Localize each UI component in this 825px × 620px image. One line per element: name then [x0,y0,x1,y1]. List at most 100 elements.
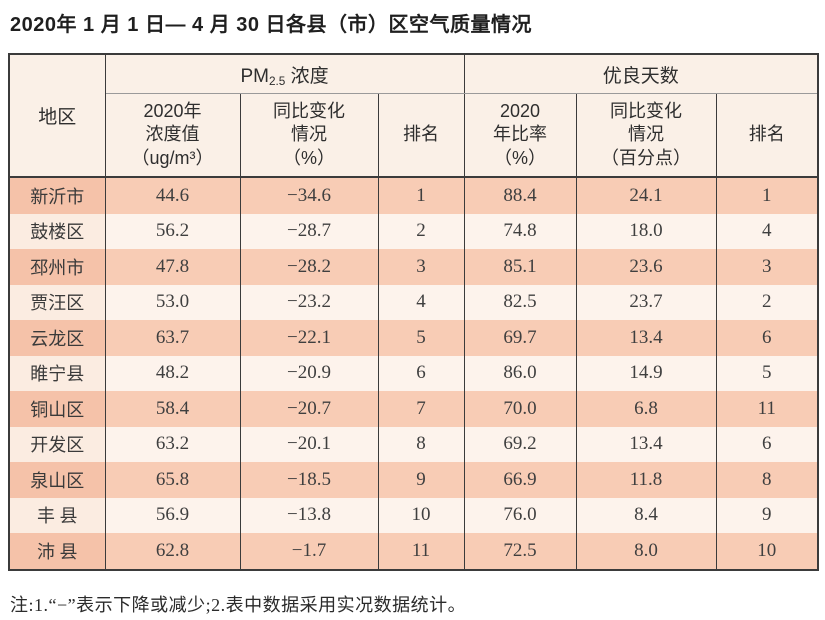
pm-value-cell: 62.8 [104,533,241,570]
days-rank-cell: 5 [715,355,819,391]
region-cell: 沛 县 [8,533,106,570]
region-cell: 邳州市 [8,249,106,285]
page-title: 2020年 1 月 1 日— 4 月 30 日各县（市）区空气质量情况 [10,14,533,36]
days-change-cell: 24.1 [575,177,717,214]
pm-value-cell: 63.7 [104,320,241,356]
days-rate-cell: 82.5 [463,284,577,320]
days-rank-cell: 9 [715,497,819,533]
days-rank-cell: 6 [715,426,819,462]
pm-change-cell: −13.8 [239,497,379,533]
pm-value-cell: 65.8 [104,462,241,498]
table-row: 邳州市 47.8 −28.2 3 85.1 23.6 3 [8,249,819,285]
region-cell: 铜山区 [8,391,106,427]
pm-rank-cell: 5 [377,320,465,356]
header-pm-change: 同比变化 情况 （%） [239,93,379,178]
days-rate-cell: 69.7 [463,320,577,356]
days-rate-cell: 85.1 [463,249,577,285]
days-rank-cell: 10 [715,533,819,570]
header-pm-group: PM2.5 浓度 [104,54,465,94]
pm-rank-cell: 7 [377,391,465,427]
region-cell: 鼓楼区 [8,213,106,249]
days-rate-cell: 69.2 [463,426,577,462]
pm-value-cell: 63.2 [104,426,241,462]
pm-value-cell: 58.4 [104,391,241,427]
region-cell: 新沂市 [8,177,106,214]
pm-rank-cell: 10 [377,497,465,533]
days-rank-cell: 2 [715,284,819,320]
days-rate-cell: 66.9 [463,462,577,498]
pm-change-cell: −20.1 [239,426,379,462]
days-rank-cell: 3 [715,249,819,285]
pm-value-cell: 47.8 [104,249,241,285]
region-cell: 睢宁县 [8,355,106,391]
days-change-cell: 11.8 [575,462,717,498]
days-rank-cell: 11 [715,391,819,427]
pm-label-main: PM [240,65,269,87]
pm-value-cell: 48.2 [104,355,241,391]
header-pm-rank: 排名 [377,93,465,178]
pm-change-cell: −23.2 [239,284,379,320]
pm-value-cell: 56.2 [104,213,241,249]
pm-change-cell: −22.1 [239,320,379,356]
header-days-rank: 排名 [715,93,819,178]
days-rate-cell: 74.8 [463,213,577,249]
pm-rank-cell: 4 [377,284,465,320]
pm-label-rest: 浓度 [285,65,329,87]
days-change-cell: 14.9 [575,355,717,391]
pm-value-cell: 56.9 [104,497,241,533]
pm-rank-cell: 11 [377,533,465,570]
header-group-row: 地区 PM2.5 浓度 优良天数 [8,54,819,178]
table-row: 丰 县 56.9 −13.8 10 76.0 8.4 9 [8,497,819,533]
table-row: 睢宁县 48.2 −20.9 6 86.0 14.9 5 [8,355,819,391]
days-rate-cell: 70.0 [463,391,577,427]
pm-change-cell: −28.7 [239,213,379,249]
pm-rank-cell: 8 [377,426,465,462]
pm-rank-cell: 9 [377,462,465,498]
days-rank-cell: 8 [715,462,819,498]
pm-value-cell: 44.6 [104,177,241,214]
header-region: 地区 [8,54,106,178]
pm-rank-cell: 6 [377,355,465,391]
table-row: 铜山区 58.4 −20.7 7 70.0 6.8 11 [8,391,819,427]
pm-change-cell: −28.2 [239,249,379,285]
pm-rank-cell: 3 [377,249,465,285]
pm-change-cell: −18.5 [239,462,379,498]
pm-change-cell: −20.7 [239,391,379,427]
region-cell: 泉山区 [8,462,106,498]
days-rate-cell: 86.0 [463,355,577,391]
region-cell: 云龙区 [8,320,106,356]
days-change-cell: 13.4 [575,320,717,356]
days-change-cell: 23.7 [575,284,717,320]
days-change-cell: 6.8 [575,391,717,427]
pm-rank-cell: 2 [377,213,465,249]
header-days-group: 优良天数 [463,54,819,94]
pm-value-cell: 53.0 [104,284,241,320]
pm-label-subscript: 2.5 [268,74,286,88]
table-body: 新沂市 44.6 −34.6 1 88.4 24.1 1 鼓楼区 56.2 −2… [8,177,819,570]
header-days-rate: 2020 年比率 （%） [463,93,577,178]
days-rate-cell: 88.4 [463,177,577,214]
table-row: 沛 县 62.8 −1.7 11 72.5 8.0 10 [8,533,819,570]
days-rate-cell: 76.0 [463,497,577,533]
header-sub-row: 2020年 浓度值 （ug/m³） 同比变化 情况 （%） 排名 2020 年比… [9,93,819,178]
table-row: 开发区 63.2 −20.1 8 69.2 13.4 6 [8,426,819,462]
table-row: 鼓楼区 56.2 −28.7 2 74.8 18.0 4 [8,213,819,249]
pm-rank-cell: 1 [377,177,465,214]
days-rank-cell: 6 [715,320,819,356]
footnote: 注:1.“−”表示下降或减少;2.表中数据采用实况数据统计。 [10,594,467,615]
days-change-cell: 8.0 [575,533,717,570]
pm-change-cell: −34.6 [239,177,379,214]
days-rank-cell: 1 [715,177,819,214]
days-change-cell: 8.4 [575,497,717,533]
days-rank-cell: 4 [715,213,819,249]
days-change-cell: 13.4 [575,426,717,462]
days-change-cell: 18.0 [575,213,717,249]
days-rate-cell: 72.5 [463,533,577,570]
region-cell: 开发区 [8,426,106,462]
days-change-cell: 23.6 [575,249,717,285]
header-days-change: 同比变化 情况 （百分点） [575,93,717,178]
pm-change-cell: −1.7 [239,533,379,570]
air-quality-table: 地区 PM2.5 浓度 优良天数 2020年 浓度值 （ug/m³） 同比变化 … [8,53,820,571]
region-cell: 贾汪区 [8,284,106,320]
